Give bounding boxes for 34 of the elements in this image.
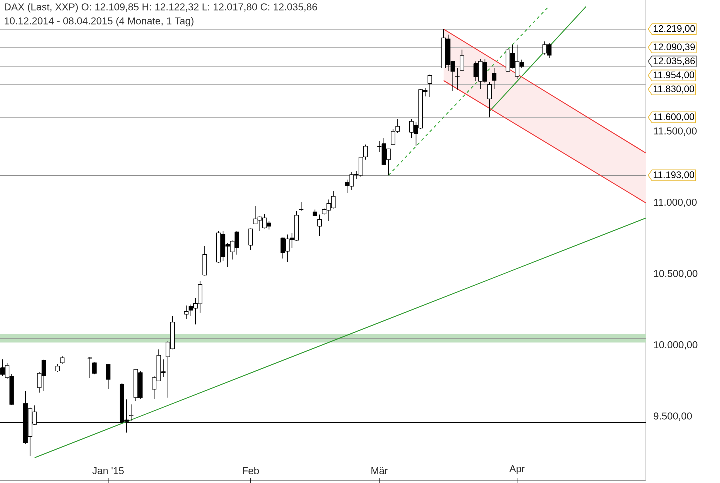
x-tick-label: Mär [372, 467, 388, 474]
ref-line-label: 12.090,39 [654, 44, 696, 52]
candlestick [248, 228, 254, 251]
candlestick [318, 214, 322, 237]
candlestick [106, 364, 111, 390]
x-tick-label: Apr [510, 466, 525, 474]
ref-line-label: 11.954,00 [654, 72, 694, 80]
ref-line-label: 11.193,00 [654, 172, 694, 180]
text: 12.035,86 [654, 58, 696, 66]
candlestick [460, 50, 464, 72]
y-tick-label: 11.500,00 [654, 128, 697, 136]
candlestick [92, 362, 97, 375]
candlestick [492, 68, 497, 90]
candlestick [299, 202, 304, 212]
candlestick [488, 82, 492, 118]
candlestick [88, 357, 92, 378]
y-tick-label: 10.000,00 [654, 341, 698, 350]
candlestick [391, 128, 396, 146]
chart-title: DAX (Last, XXP) O: 12.109,85 H: 12.122,32 L: 12.017,80 C: 12.035,86 [5, 3, 318, 13]
x-tick-label: Jan '15 [92, 467, 124, 474]
y-tick-label: 11.000,00 [654, 198, 697, 208]
ref-line-label: 12.219,00 [654, 25, 696, 34]
candlestick [455, 68, 460, 90]
candlestick [184, 305, 189, 320]
y-tick-label: 9.500,00 [654, 412, 692, 422]
ref-line-label: 11.830,00 [654, 86, 694, 94]
ref-line-label: 11.600,00 [654, 114, 694, 122]
candlestick [42, 360, 46, 392]
text: 10.12.2014 - 08.04.2015 (4 Monate, 1 Tag) [4, 17, 194, 27]
candlestick [482, 58, 488, 84]
x-tick-label: Feb [243, 467, 260, 474]
candlestick [428, 74, 432, 98]
y-tick-label: 10.500,00 [654, 270, 698, 278]
candlestick [202, 246, 208, 276]
